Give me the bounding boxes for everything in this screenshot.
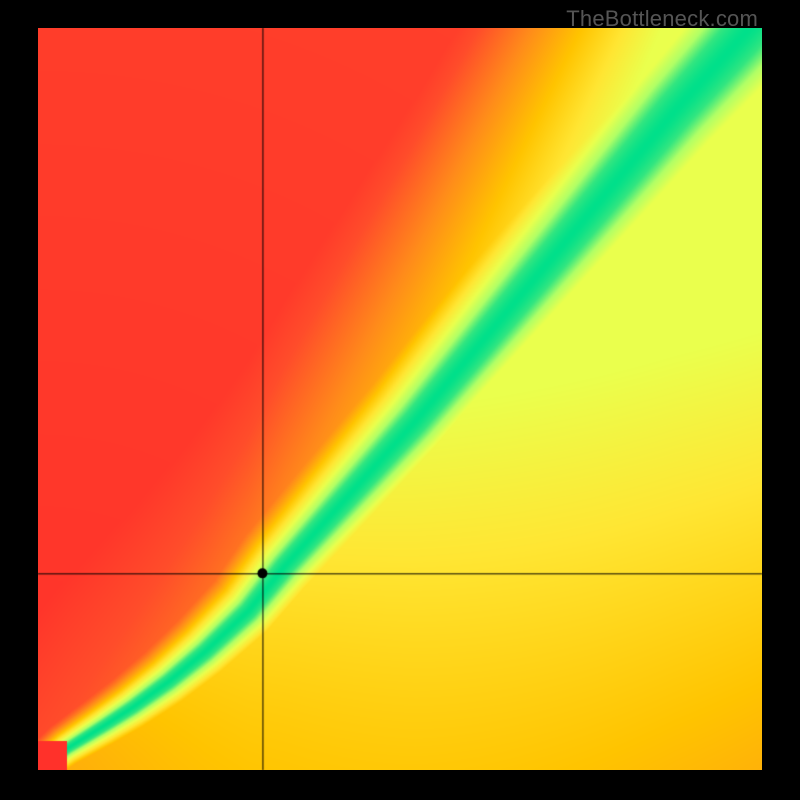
chart-container: TheBottleneck.com	[0, 0, 800, 800]
watermark-text: TheBottleneck.com	[566, 6, 758, 32]
crosshair-overlay	[0, 0, 800, 800]
